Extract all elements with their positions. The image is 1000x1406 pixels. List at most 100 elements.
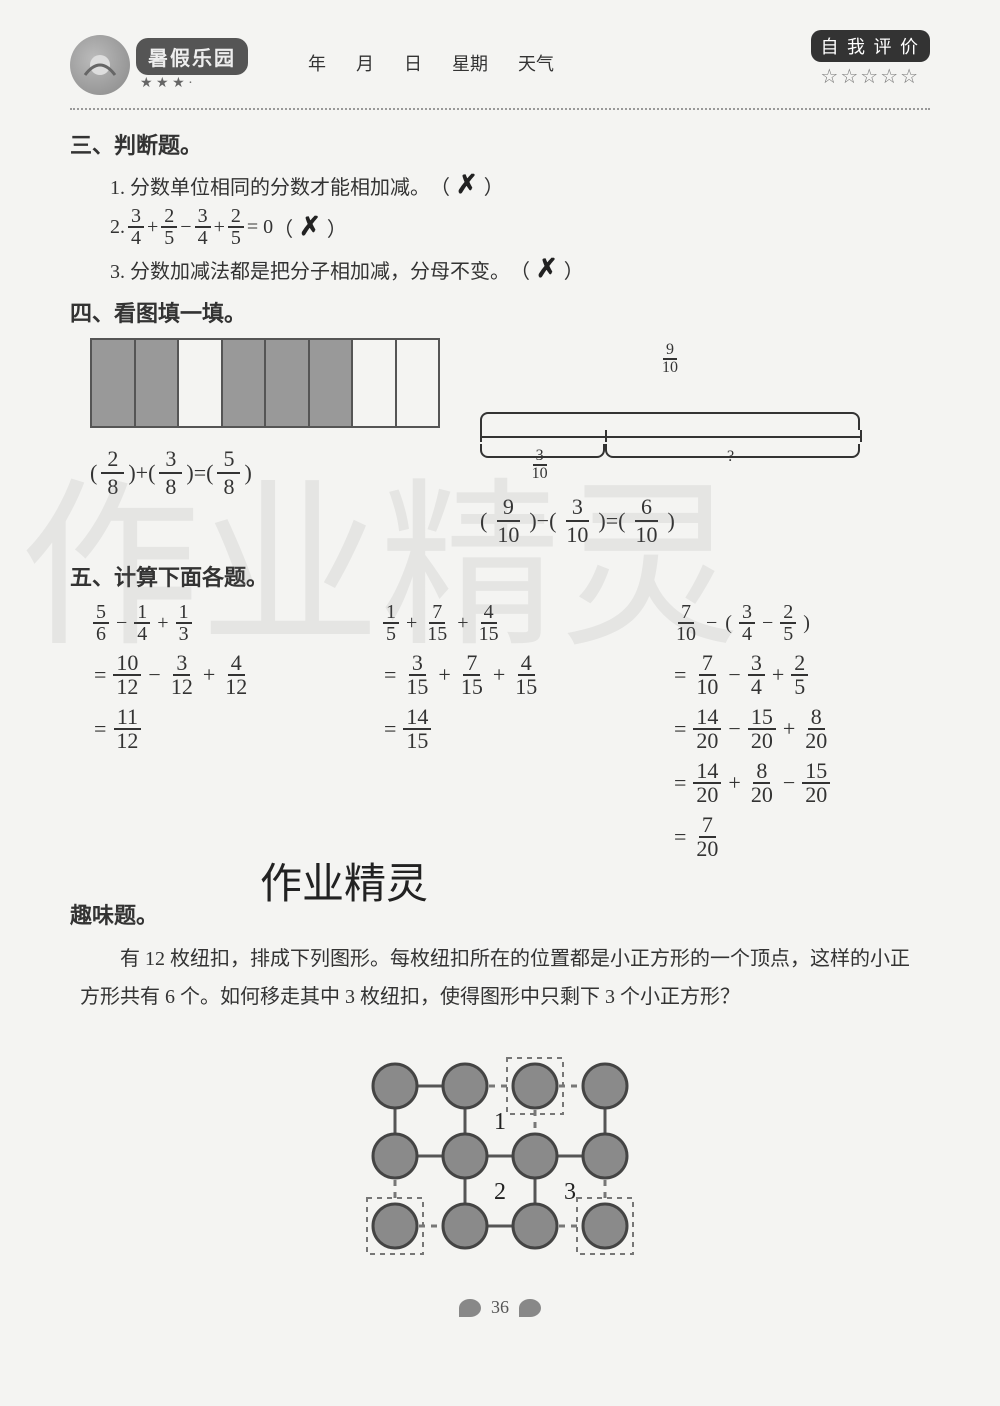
button-grid-wrap: 123 [70, 1036, 930, 1281]
frac-answer: 28 [101, 446, 124, 500]
s3-q1: 1. 分数单位相同的分数才能相加减。 （ ✗ ） [110, 170, 930, 200]
paren-open: ( [549, 508, 556, 534]
paren-open: ( [618, 508, 625, 534]
numline-top-label: 910 [659, 342, 681, 376]
s5-c2-s1: =315+715+415 [380, 652, 640, 698]
frac-den: 8 [159, 474, 182, 500]
frac-answer: 610 [629, 494, 663, 548]
line-equation: ( 910 ) − ( 310 ) = ( 610 ) [480, 494, 860, 548]
bar-equation: ( 28 ) + ( 38 ) = ( 58 ) [90, 446, 440, 500]
frac-num: 3 [195, 206, 211, 228]
s3-q2-tail: = 0 [247, 216, 273, 239]
paren-close: ) [128, 460, 135, 486]
op-plus: + [214, 216, 225, 239]
label-month: 月 [356, 50, 374, 76]
frac-den: 4 [195, 228, 211, 248]
header-divider [70, 108, 930, 110]
frac-num: 6 [635, 494, 658, 522]
frac-num: 3 [159, 446, 182, 474]
frac-num: 3 [128, 206, 144, 228]
op: − [537, 508, 549, 534]
self-eval: 自 我 评 价 ☆☆☆☆☆ [811, 30, 931, 89]
fun-title: 趣味题。 [70, 898, 930, 930]
section5-body: 56−14+13 =1012−312+412 =1112 15+715+415 … [90, 602, 930, 868]
paren-close: ) [529, 508, 536, 534]
section3-title: 三、判断题。 [70, 128, 930, 160]
frac-den: 5 [228, 228, 244, 248]
frac-num: 2 [228, 206, 244, 228]
frac-den: 10 [529, 466, 551, 482]
s3-q3: 3. 分数加减法都是把分子相加减，分母不变。 （ ✗ ） [110, 254, 930, 284]
frac-answer: 310 [560, 494, 594, 548]
label-year: 年 [308, 50, 326, 76]
button-grid: 123 [335, 1036, 665, 1276]
s3-q1-text: 1. 分数单位相同的分数才能相加减。 [110, 171, 430, 200]
s5-col1: 56−14+13 =1012−312+412 =1112 [90, 602, 350, 868]
s5-c3-s2: =1420−1520+820 [670, 706, 930, 752]
paren-close: ) [667, 508, 674, 534]
paren-open: （ [510, 255, 530, 284]
paren-close: ) [244, 460, 251, 486]
frac-den: 8 [101, 474, 124, 500]
op-plus: + [147, 216, 158, 239]
logo-title: 暑假乐园 [136, 38, 248, 75]
bird-icon [459, 1299, 481, 1317]
frac-den: 10 [491, 522, 525, 548]
op: + [136, 460, 148, 486]
paren-close: ） [327, 213, 347, 242]
frac: 25 [161, 206, 177, 248]
logo-area: 暑假乐园 ★ ★ ★ · [70, 35, 248, 95]
frac-den: 10 [629, 522, 663, 548]
frac-den: 8 [217, 474, 240, 500]
svg-text:2: 2 [494, 1179, 506, 1205]
frac: 34 [128, 206, 144, 248]
frac-num: 9 [497, 494, 520, 522]
s3-q2: 2. 34 + 25 − 34 + 25 = 0 （ ✗ ） [110, 206, 930, 248]
numberline: 310 ? [480, 406, 860, 476]
watermark-mid: 作业精灵 [260, 850, 428, 911]
frac: 25 [228, 206, 244, 248]
paren-open: ( [206, 460, 213, 486]
paren-close: ) [598, 508, 605, 534]
s3-q3-text: 3. 分数加减法都是把分子相加减，分母不变。 [110, 255, 510, 284]
op-minus: − [180, 216, 191, 239]
paren-open: ( [480, 508, 487, 534]
paren-close: ) [186, 460, 193, 486]
s5-c2-s2: =1415 [380, 706, 640, 752]
frac-den: 10 [659, 360, 681, 376]
frac-den: 10 [560, 522, 594, 548]
frac-num: 2 [161, 206, 177, 228]
s5-col3: 710−(34−25) =710−34+25 =1420−1520+820 =1… [670, 602, 930, 868]
svg-text:3: 3 [564, 1179, 576, 1205]
frac-num: 5 [217, 446, 240, 474]
frac-den: 5 [161, 228, 177, 248]
logo-stars: ★ ★ ★ · [140, 75, 248, 92]
label-day: 日 [404, 50, 422, 76]
paren-close: ） [564, 255, 584, 284]
frac-num: 3 [566, 494, 589, 522]
page-number: 36 [491, 1297, 509, 1318]
s5-c2-expr: 15+715+415 [380, 602, 640, 644]
paren-open: ( [148, 460, 155, 486]
fun-body: 有 12 枚纽扣，排成下列图形。每枚纽扣所在的位置都是小正方形的一个顶点，这样的… [80, 940, 920, 1016]
op: = [194, 460, 206, 486]
paren-open: ( [90, 460, 97, 486]
frac-answer: 38 [159, 446, 182, 500]
bird-icon [519, 1299, 541, 1317]
bar-strip [90, 338, 440, 428]
s5-c3-s1: =710−34+25 [670, 652, 930, 698]
s5-c1-s2: =1112 [90, 706, 350, 752]
paren-open: （ [273, 213, 293, 242]
s3-q3-mark: ✗ [536, 254, 558, 284]
numberline-diagram: 910 310 ? ( 910 ) − ( 310 ) = ( 610 ) [480, 338, 860, 548]
logo-icon [70, 35, 130, 95]
frac-answer: 910 [491, 494, 525, 548]
bar-diagram: ( 28 ) + ( 38 ) = ( 58 ) [90, 338, 440, 548]
op: = [606, 508, 618, 534]
date-line: 年 月 日 星期 天气 [308, 50, 554, 80]
section4-title: 四、看图填一填。 [70, 296, 930, 328]
frac-num: 2 [101, 446, 124, 474]
label-weekday: 星期 [452, 50, 488, 76]
s5-col2: 15+715+415 =315+715+415 =1415 [380, 602, 640, 868]
s3-q2-prefix: 2. [110, 216, 125, 239]
